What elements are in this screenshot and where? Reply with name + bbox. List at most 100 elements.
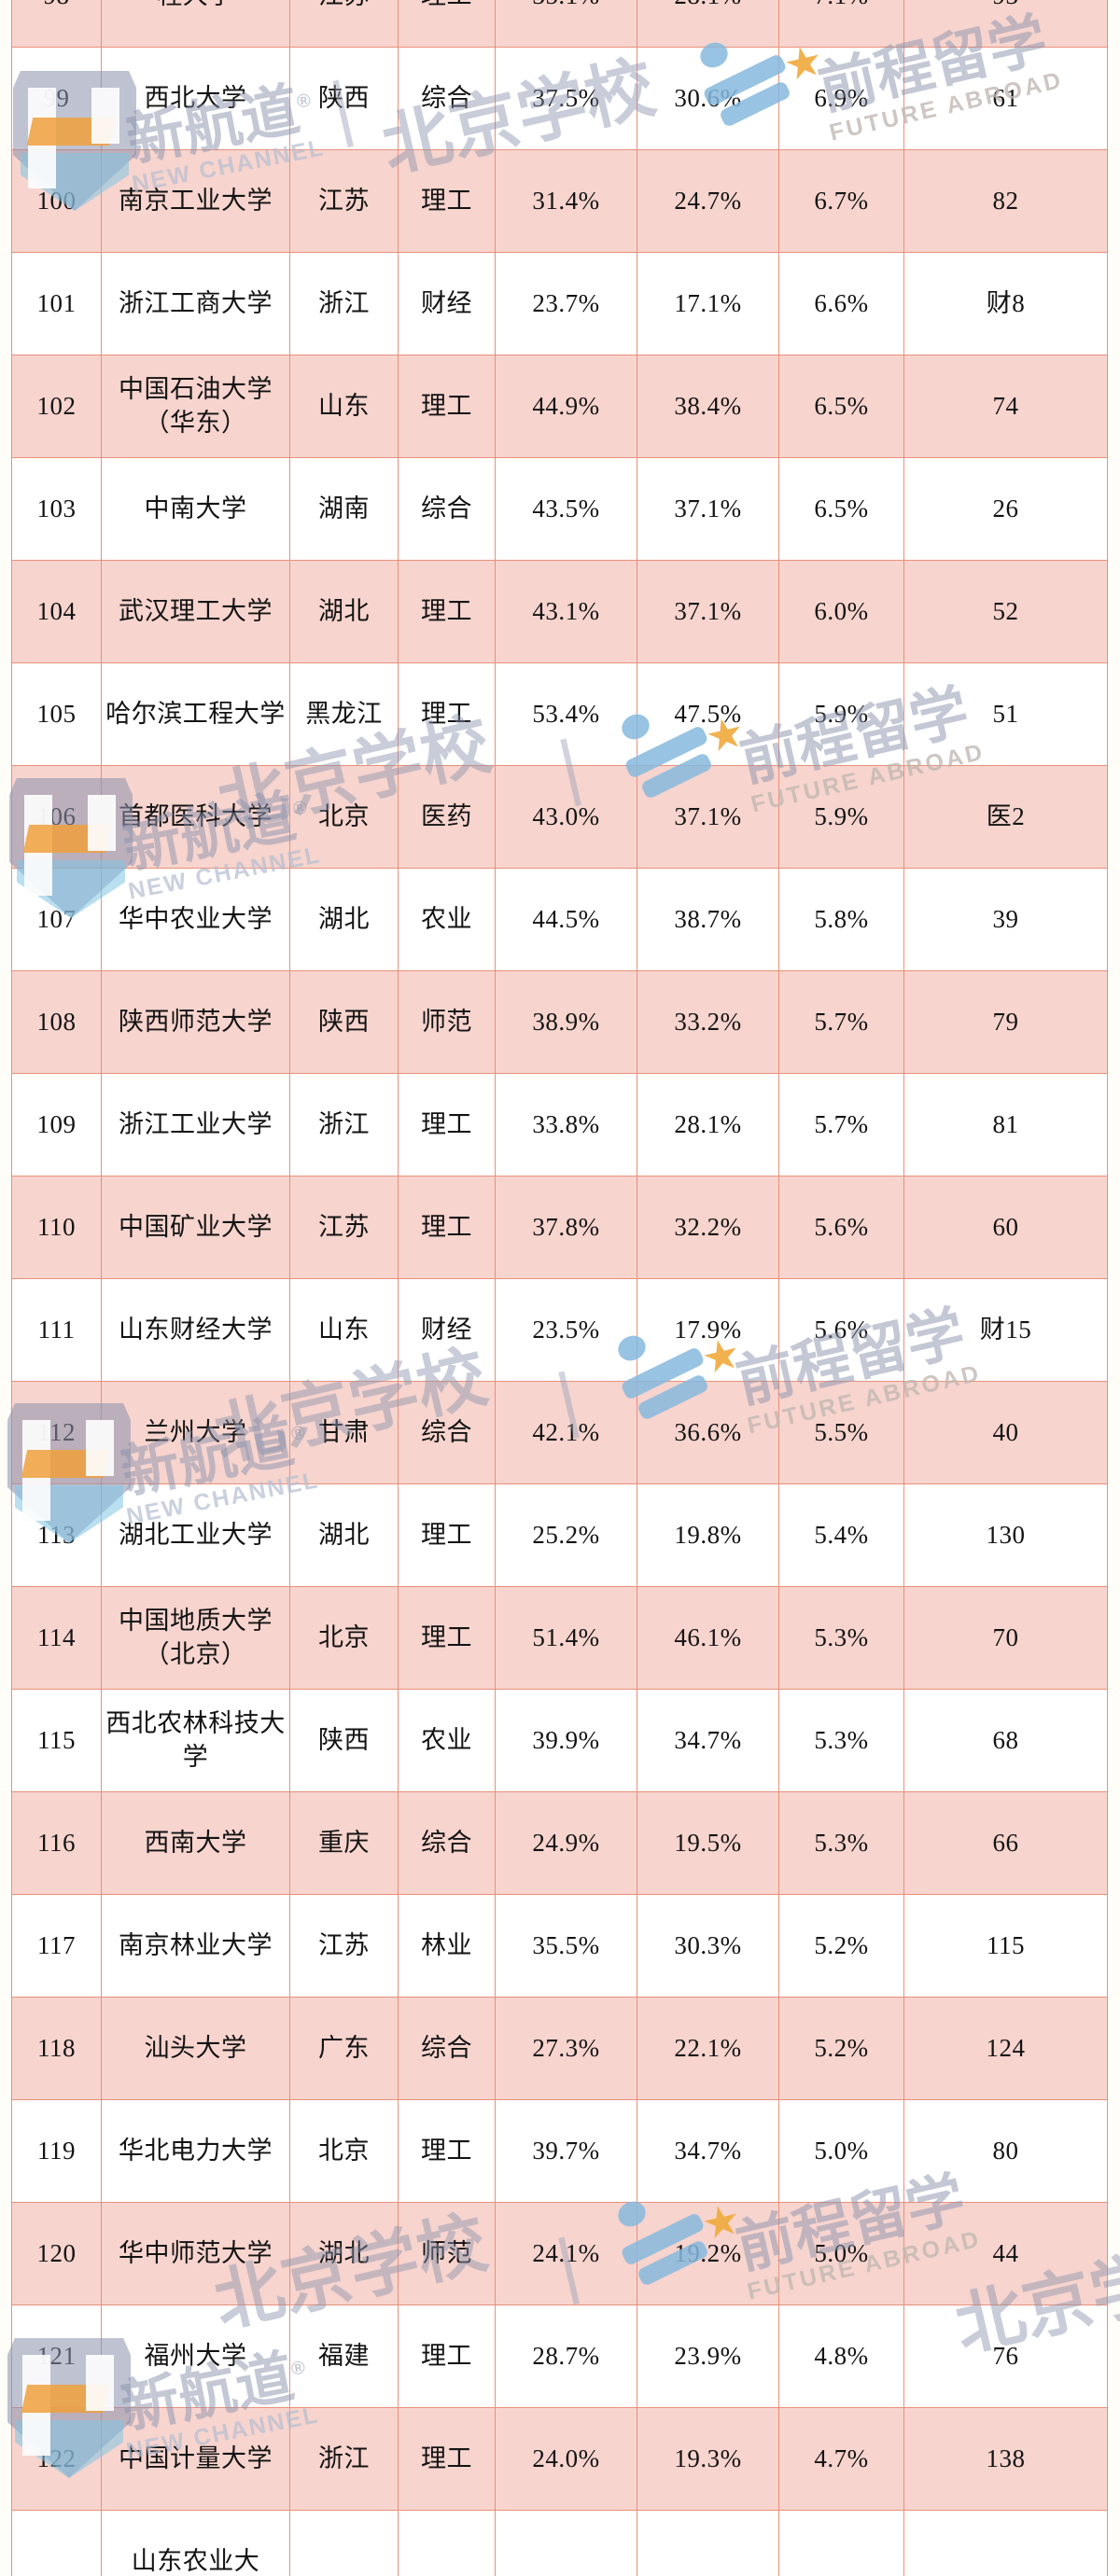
cell-metric-b: 30.3% [637,1894,779,1998]
cell-metric-c: 6.6% [778,252,904,355]
cell-province: 江苏 [289,149,399,253]
table-row: 113 湖北工业大学 湖北 理工 25.2% 19.8% 5.4% 130 [11,1483,1108,1587]
table-row: 104 武汉理工大学 湖北 理工 43.1% 37.1% 6.0% 52 [11,560,1108,663]
cell-metric-c: 4.8% [778,2304,904,2408]
cell-overall: 115 [903,1894,1108,1998]
cell-school: 武汉理工大学 [101,560,290,663]
cell-metric-b: 24.7% [637,149,779,253]
table-row: 109 浙江工业大学 浙江 理工 33.8% 28.1% 5.7% 81 [11,1073,1108,1177]
cell-metric-c: 5.3% [778,1791,904,1895]
cell-overall: 74 [903,355,1108,458]
cell-metric-a: 39.9% [495,1689,637,1792]
cell-type: 财经 [398,252,496,355]
cell-type: 综合 [398,1997,496,2100]
table-body: 98 程大学 江苏 理工 35.1% 28.1% 7.1% 93 99 西北大学… [11,0,1108,2576]
cell-type: 理工 [398,560,496,663]
cell-type: 理工 [398,1176,496,1279]
cell-school: 兰州大学 [101,1381,290,1484]
cell-metric-c: 5.6% [778,1278,904,1382]
cell-metric-b: 38.4% [637,355,779,458]
cell-metric-b: 32.2% [637,1176,779,1279]
cell-type: 林业 [398,1894,496,1998]
cell-type: 农业 [398,1689,496,1792]
table-row: 98 程大学 江苏 理工 35.1% 28.1% 7.1% 93 [11,0,1108,48]
cell-school: 华中师范大学 [101,2202,290,2305]
cell-type: 理工 [398,0,496,48]
cell-type: 综合 [398,47,496,150]
table-row: 114 中国地质大学（北京） 北京 理工 51.4% 46.1% 5.3% 70 [11,1586,1108,1690]
cell-rank: 108 [11,970,102,1074]
cell-overall: 81 [903,1073,1108,1177]
cell-rank: 111 [11,1278,102,1382]
cell-metric-a: 43.5% [495,457,637,561]
cell-rank: 107 [11,868,102,971]
table-row: 118 汕头大学 广东 综合 27.3% 22.1% 5.2% 124 [11,1997,1108,2100]
cell-overall: 124 [903,1997,1108,2100]
cell-overall: 61 [903,47,1108,150]
cell-metric-c: 7.1% [778,0,904,48]
cell-metric-c: 6.5% [778,457,904,561]
table-row: 122 中国计量大学 浙江 理工 24.0% 19.3% 4.7% 138 [11,2407,1108,2511]
table-row-partial: 山东农业大 [11,2510,1108,2576]
cell-type [398,2510,496,2576]
cell-metric-a: 24.1% [495,2202,637,2305]
cell-overall: 39 [903,868,1108,971]
cell-province: 山东 [289,355,399,458]
cell-metric-b: 47.5% [637,662,779,766]
cell-overall: 80 [903,2099,1108,2203]
cell-type: 理工 [398,662,496,766]
cell-province: 江苏 [289,1176,399,1279]
cell-type: 理工 [398,149,496,253]
cell-school: 浙江工商大学 [101,252,290,355]
cell-type: 理工 [398,2304,496,2408]
cell-metric-c: 5.6% [778,1176,904,1279]
cell-metric-a: 37.5% [495,47,637,150]
table-row: 99 西北大学 陕西 综合 37.5% 30.6% 6.9% 61 [11,47,1108,150]
cell-school: 南京工业大学 [101,149,290,253]
cell-metric-b: 19.2% [637,2202,779,2305]
cell-school: 哈尔滨工程大学 [101,662,290,766]
table-row: 103 中南大学 湖南 综合 43.5% 37.1% 6.5% 26 [11,457,1108,561]
table-row: 105 哈尔滨工程大学 黑龙江 理工 53.4% 47.5% 5.9% 51 [11,662,1108,766]
cell-province: 甘肃 [289,1381,399,1484]
cell-overall: 130 [903,1483,1108,1587]
cell-metric-a: 53.4% [495,662,637,766]
table-row: 117 南京林业大学 江苏 林业 35.5% 30.3% 5.2% 115 [11,1894,1108,1998]
cell-overall: 76 [903,2304,1108,2408]
cell-type: 理工 [398,1586,496,1690]
cell-province: 北京 [289,1586,399,1690]
cell-rank: 100 [11,149,102,253]
cell-type: 综合 [398,1381,496,1484]
cell-metric-a: 33.8% [495,1073,637,1177]
cell-rank: 106 [11,765,102,869]
cell-overall: 51 [903,662,1108,766]
cell-metric-b: 17.1% [637,252,779,355]
cell-province: 黑龙江 [289,662,399,766]
cell-province: 陕西 [289,47,399,150]
cell-province: 湖北 [289,1483,399,1587]
cell-school: 首都医科大学 [101,765,290,869]
cell-metric-b: 37.1% [637,765,779,869]
cell-metric-a [495,2510,637,2576]
table-row: 108 陕西师范大学 陕西 师范 38.9% 33.2% 5.7% 79 [11,970,1108,1074]
cell-metric-c: 5.9% [778,662,904,766]
table-row: 119 华北电力大学 北京 理工 39.7% 34.7% 5.0% 80 [11,2099,1108,2203]
cell-rank: 114 [11,1586,102,1690]
cell-province: 湖南 [289,457,399,561]
cell-metric-c [778,2510,904,2576]
cell-school: 汕头大学 [101,1997,290,2100]
cell-rank: 109 [11,1073,102,1177]
cell-metric-c: 5.0% [778,2202,904,2305]
cell-metric-c: 5.9% [778,765,904,869]
table-row: 121 福州大学 福建 理工 28.7% 23.9% 4.8% 76 [11,2304,1108,2408]
cell-metric-c: 5.7% [778,1073,904,1177]
cell-rank: 118 [11,1997,102,2100]
cell-metric-a: 28.7% [495,2304,637,2408]
cell-rank: 110 [11,1176,102,1279]
cell-metric-b: 36.6% [637,1381,779,1484]
cell-metric-b: 30.6% [637,47,779,150]
cell-rank: 113 [11,1483,102,1587]
cell-type: 师范 [398,970,496,1074]
cell-overall: 26 [903,457,1108,561]
